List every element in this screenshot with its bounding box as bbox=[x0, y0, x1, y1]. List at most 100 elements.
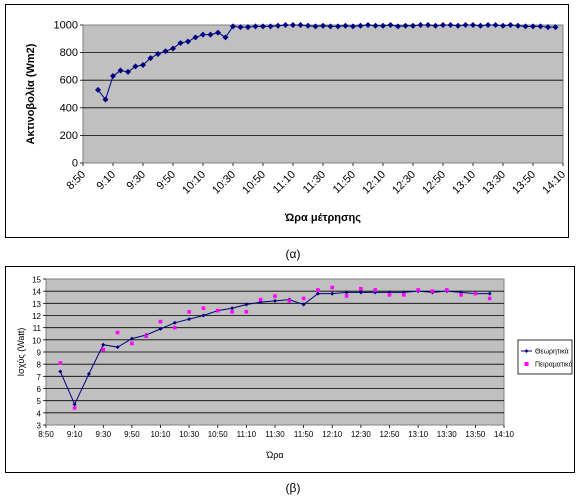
data-point bbox=[320, 22, 326, 29]
series-2-point bbox=[130, 341, 134, 346]
series-1-point bbox=[72, 402, 77, 407]
chart-a-y-axis-label: Ακτινοβολία (Wm2) bbox=[25, 43, 37, 144]
y-tick-label: 3 bbox=[37, 422, 42, 431]
legend-label: Πειραματικά bbox=[535, 361, 573, 369]
legend-marker-series-1 bbox=[524, 349, 529, 353]
x-tick-label: 10:50 bbox=[240, 169, 268, 197]
x-tick-label: 10:10 bbox=[180, 169, 208, 197]
series-2-point bbox=[416, 288, 420, 292]
x-tick-label: 11:50 bbox=[294, 430, 314, 439]
data-point bbox=[417, 22, 424, 28]
x-tick-label: 11:30 bbox=[301, 169, 328, 196]
series-2-point bbox=[430, 289, 435, 293]
series-2-point bbox=[230, 310, 234, 314]
y-tick-label: 10 bbox=[32, 336, 41, 345]
data-point bbox=[155, 50, 161, 57]
series-1-point bbox=[358, 290, 363, 295]
data-point bbox=[357, 22, 364, 29]
data-point bbox=[95, 86, 101, 93]
series-2-point bbox=[158, 319, 163, 324]
series-2-point bbox=[487, 296, 492, 301]
data-point bbox=[192, 34, 199, 41]
x-tick-label: 14:10 bbox=[540, 169, 568, 197]
data-point bbox=[500, 22, 506, 29]
series-2-point bbox=[387, 293, 392, 297]
x-tick-label: 11:10 bbox=[237, 430, 257, 439]
chart-a-x-axis-label: Ώρα μέτρησης bbox=[284, 212, 361, 224]
x-tick-label: 12:50 bbox=[379, 430, 400, 439]
series-2-point bbox=[459, 293, 463, 297]
y-tick-label: 600 bbox=[60, 75, 78, 87]
series-1-point bbox=[86, 371, 91, 376]
series-2-point bbox=[402, 293, 406, 297]
data-point bbox=[462, 22, 469, 28]
data-point bbox=[440, 22, 446, 28]
x-tick-label: 12:30 bbox=[351, 430, 372, 439]
series-1-point bbox=[301, 302, 306, 307]
y-tick-label: 8 bbox=[37, 361, 42, 370]
data-point bbox=[177, 39, 184, 46]
data-point bbox=[515, 22, 521, 29]
data-point bbox=[290, 22, 296, 28]
data-point bbox=[140, 62, 146, 69]
x-tick-label: 11:30 bbox=[265, 430, 285, 439]
data-point bbox=[110, 73, 116, 80]
x-tick-label: 9:50 bbox=[154, 169, 178, 193]
series-1-point bbox=[373, 290, 378, 295]
series-2-point bbox=[344, 294, 349, 298]
data-point bbox=[200, 31, 206, 38]
y-tick-label: 13 bbox=[32, 300, 41, 309]
series-1-point bbox=[101, 342, 106, 347]
y-tick-label: 5 bbox=[37, 397, 42, 406]
data-point bbox=[282, 22, 289, 28]
series-2-point bbox=[273, 294, 277, 298]
series-2-point bbox=[244, 310, 249, 314]
x-tick-label: 13:10 bbox=[450, 169, 478, 197]
data-point bbox=[260, 23, 266, 30]
data-point bbox=[432, 22, 439, 29]
chart-b-y-axis-label: Ισχύς (Watt) bbox=[16, 328, 26, 377]
chart-b-svg: 3 4 5 6 7 8 9 10 11 12 13 14 15 8:50 9:10 9:30 9:50 10:1… bbox=[16, 276, 573, 461]
series-2-point bbox=[144, 334, 148, 338]
data-point bbox=[275, 22, 281, 29]
data-point bbox=[537, 23, 544, 30]
series-1-point bbox=[487, 291, 492, 296]
y-tick-label: 800 bbox=[60, 47, 78, 59]
x-tick-label: 13:30 bbox=[480, 169, 508, 197]
data-point bbox=[132, 63, 139, 70]
data-point bbox=[117, 67, 124, 74]
series-2-point bbox=[359, 286, 363, 291]
series-1-point bbox=[244, 302, 249, 307]
data-point bbox=[507, 22, 514, 28]
x-tick-label: 9:50 bbox=[124, 430, 140, 439]
data-point bbox=[522, 23, 529, 30]
series-1-point bbox=[344, 290, 349, 295]
series-2-point bbox=[373, 288, 377, 292]
data-point bbox=[335, 23, 341, 30]
data-point bbox=[215, 29, 221, 36]
series-1-point bbox=[273, 298, 277, 303]
data-point bbox=[312, 23, 319, 30]
y-tick-label: 0 bbox=[72, 158, 78, 170]
chart-b-panel: 3 4 5 6 7 8 9 10 11 12 13 14 15 8:50 9:10 9:30 9:50 10:1… bbox=[5, 266, 575, 473]
y-tick-label: 1000 bbox=[54, 20, 78, 32]
y-tick-label: 14 bbox=[32, 288, 41, 297]
series-2-point bbox=[58, 361, 63, 365]
data-point bbox=[125, 68, 131, 75]
data-point bbox=[372, 22, 379, 29]
data-point bbox=[425, 22, 431, 28]
series-2-point bbox=[316, 288, 320, 292]
series-1-point bbox=[201, 313, 206, 318]
x-tick-label: 8:50 bbox=[38, 430, 54, 439]
data-point bbox=[252, 23, 259, 30]
series-2-point bbox=[444, 288, 449, 292]
y-tick-label: 11 bbox=[33, 324, 42, 333]
series-1-point bbox=[187, 317, 192, 322]
data-point bbox=[492, 22, 499, 28]
x-tick-label: 12:10 bbox=[322, 430, 343, 439]
x-tick-label: 8:50 bbox=[64, 169, 88, 193]
x-tick-label: 9:10 bbox=[67, 430, 83, 439]
data-point bbox=[162, 48, 169, 55]
data-point bbox=[545, 24, 551, 31]
data-point bbox=[455, 22, 461, 29]
